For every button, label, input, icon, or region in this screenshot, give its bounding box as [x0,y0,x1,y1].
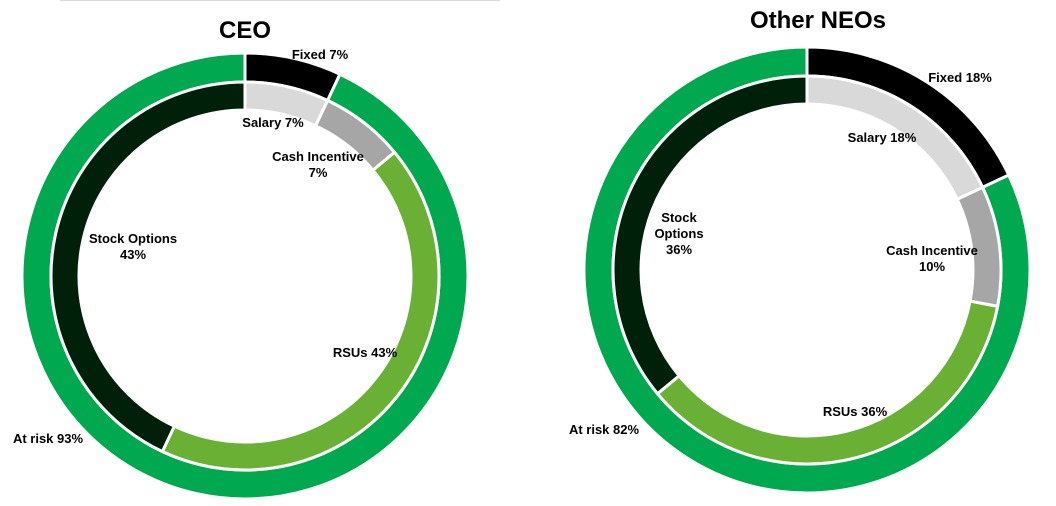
ceo-inner-segment-stock-options [49,80,247,454]
ceo-chart: CEO Fixed 7% At risk 93% Salary 7% Cash Ince… [0,0,500,506]
other-neos-inner-label-cash-incentive: Cash Incentive 10% [886,243,978,274]
other-neos-chart-title: Other NEOs [750,7,886,34]
ceo-inner-label-cash-incentive: Cash Incentive 7% [272,149,364,180]
other-neos-chart: Other NEOs Fixed 18% At risk 82% Salary 18%… [560,0,1056,506]
top-divider [60,0,500,1]
ceo-inner-label-salary-7: Salary 7% [242,115,304,130]
other-neos-outer-label-fixed-18: Fixed 18% [928,70,992,85]
other-neos-inner-label-salary-18: Salary 18% [848,130,917,145]
other-neos-outer-label-at-risk-82: At risk 82% [569,422,640,437]
other-neos-inner-label-stock: Stock Options 36% [654,210,703,257]
ceo-chart-title: CEO [219,17,271,44]
ceo-inner-label-rsus-43: RSUs 43% [333,345,398,360]
ceo-inner-label-stock-options: Stock Options 43% [89,231,177,262]
other-neos-donut-svg: Other NEOs Fixed 18% At risk 82% Salary 18%… [569,7,1032,495]
ceo-outer-label-at-risk-93: At risk 93% [13,431,84,446]
other-neos-inner-segment-stock [611,74,809,396]
ceo-outer-label-fixed-7: Fixed 7% [292,47,349,62]
ceo-donut-svg: CEO Fixed 7% At risk 93% Salary 7% Cash Ince… [13,17,470,501]
other-neos-inner-label-rsus-36: RSUs 36% [823,404,888,419]
